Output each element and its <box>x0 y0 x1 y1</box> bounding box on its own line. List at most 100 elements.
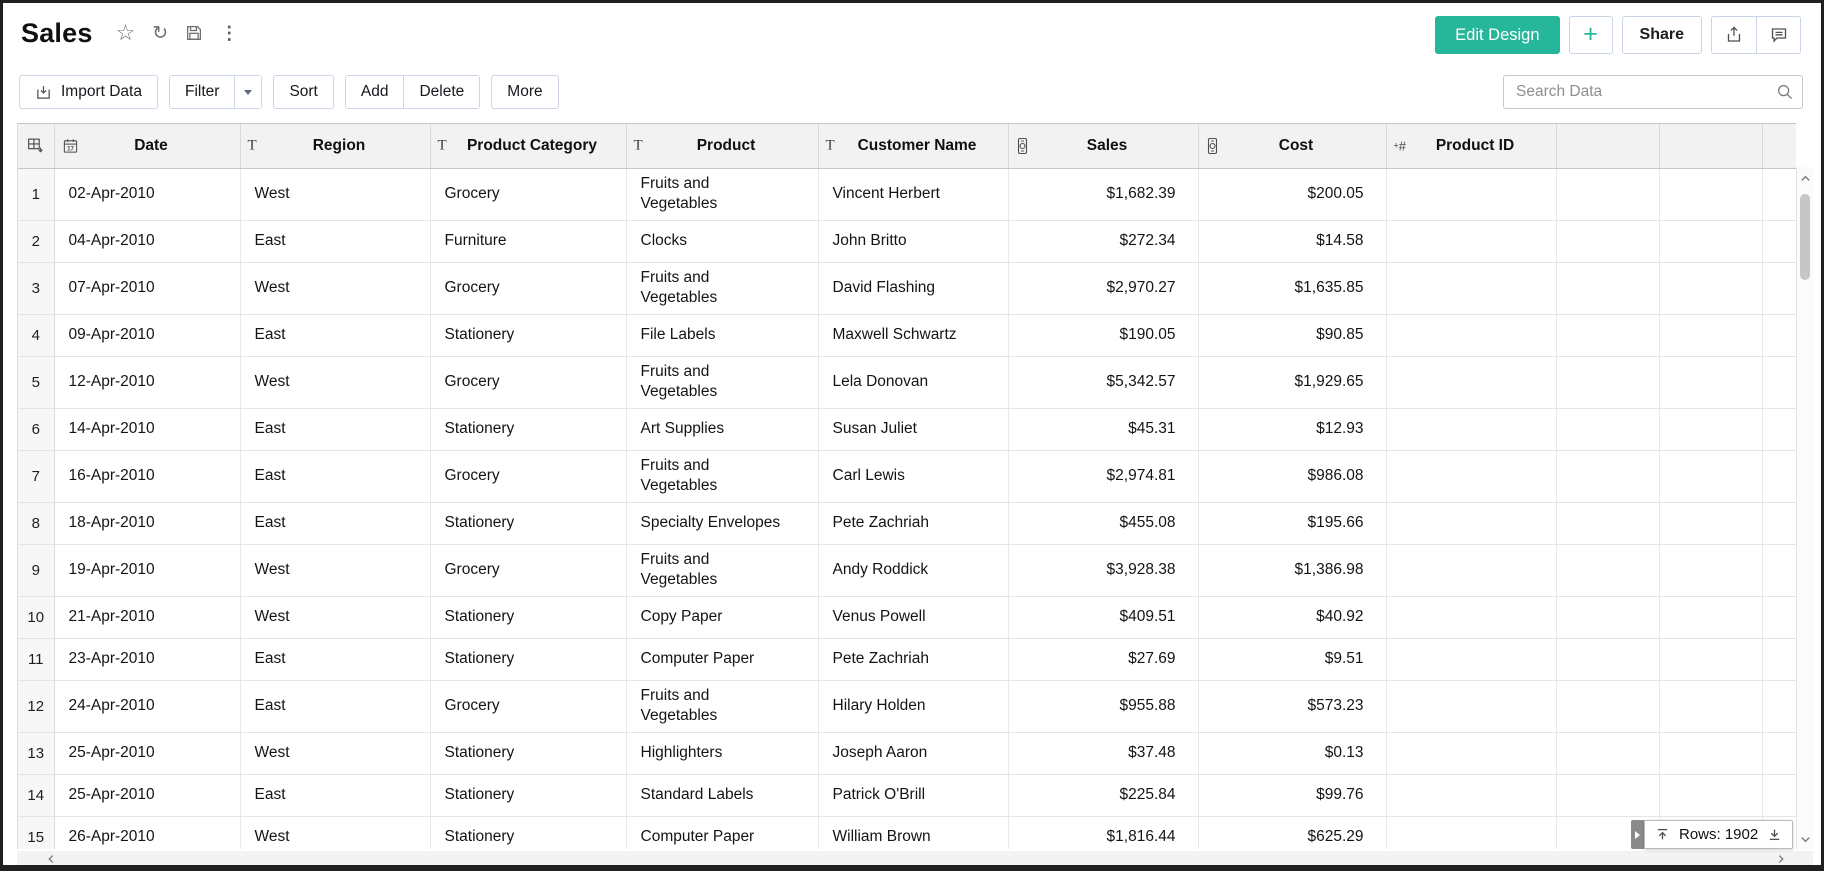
scroll-down-icon[interactable] <box>1799 833 1812 846</box>
add-button[interactable]: Add <box>345 76 404 108</box>
row-number-cell[interactable]: 13 <box>18 732 55 775</box>
row-number-cell[interactable]: 2 <box>18 220 55 263</box>
cell-customer-name[interactable]: Andy Roddick <box>818 544 1009 597</box>
cell-sales[interactable]: $455.08 <box>1008 502 1199 545</box>
cell-date[interactable]: 25-Apr-2010 <box>54 774 241 817</box>
row-number-cell[interactable]: 11 <box>18 638 55 681</box>
cell-customer-name[interactable]: Maxwell Schwartz <box>818 314 1009 357</box>
column-header-region[interactable]: T Region <box>240 124 431 169</box>
save-icon[interactable] <box>185 24 203 42</box>
cell-cost[interactable]: $1,635.85 <box>1198 262 1387 315</box>
column-header-sales[interactable]: Sales <box>1008 124 1199 169</box>
cell-cost[interactable]: $14.58 <box>1198 220 1387 263</box>
cell-date[interactable]: 14-Apr-2010 <box>54 408 241 451</box>
cell-product-category[interactable]: Grocery <box>430 262 627 315</box>
cell-customer-name[interactable]: Lela Donovan <box>818 356 1009 409</box>
cell-product-category[interactable]: Furniture <box>430 220 627 263</box>
cell-product-category[interactable]: Grocery <box>430 680 627 733</box>
cell-sales[interactable]: $27.69 <box>1008 638 1199 681</box>
row-number-cell[interactable]: 12 <box>18 680 55 733</box>
cell-sales[interactable]: $3,928.38 <box>1008 544 1199 597</box>
cell-sales[interactable]: $272.34 <box>1008 220 1199 263</box>
cell-product-id[interactable] <box>1386 502 1557 545</box>
more-button[interactable]: More <box>491 75 559 109</box>
cell-customer-name[interactable]: William Brown <box>818 816 1009 849</box>
jump-to-last-row-button[interactable] <box>1767 827 1782 842</box>
cell-date[interactable]: 16-Apr-2010 <box>54 450 241 503</box>
row-number-cell[interactable]: 1 <box>18 168 55 221</box>
scroll-left-icon[interactable] <box>45 853 57 865</box>
cell-cost[interactable]: $625.29 <box>1198 816 1387 849</box>
cell-product-id[interactable] <box>1386 596 1557 639</box>
cell-customer-name[interactable]: Hilary Holden <box>818 680 1009 733</box>
cell-region[interactable]: West <box>240 732 431 775</box>
cell-product-id[interactable] <box>1386 408 1557 451</box>
column-header-date[interactable]: 17 Date <box>54 124 241 169</box>
cell-product-id[interactable] <box>1386 220 1557 263</box>
cell-date[interactable]: 04-Apr-2010 <box>54 220 241 263</box>
cell-sales[interactable]: $2,970.27 <box>1008 262 1199 315</box>
cell-sales[interactable]: $5,342.57 <box>1008 356 1199 409</box>
cell-sales[interactable]: $225.84 <box>1008 774 1199 817</box>
cell-customer-name[interactable]: Pete Zachriah <box>818 638 1009 681</box>
cell-sales[interactable]: $409.51 <box>1008 596 1199 639</box>
delete-button[interactable]: Delete <box>403 76 480 108</box>
edit-design-button[interactable]: Edit Design <box>1435 16 1560 54</box>
row-number-cell[interactable]: 9 <box>18 544 55 597</box>
row-number-cell[interactable]: 6 <box>18 408 55 451</box>
cell-product-category[interactable]: Stationery <box>430 502 627 545</box>
cell-product[interactable]: Fruits and Vegetables <box>626 262 819 315</box>
cell-product-category[interactable]: Grocery <box>430 356 627 409</box>
collapse-handle[interactable] <box>1631 820 1644 849</box>
cell-sales[interactable]: $45.31 <box>1008 408 1199 451</box>
cell-cost[interactable]: $1,386.98 <box>1198 544 1387 597</box>
row-number-cell[interactable]: 5 <box>18 356 55 409</box>
cell-customer-name[interactable]: Susan Juliet <box>818 408 1009 451</box>
cell-date[interactable]: 26-Apr-2010 <box>54 816 241 849</box>
favorite-star-icon[interactable]: ☆ <box>115 20 136 45</box>
cell-cost[interactable]: $573.23 <box>1198 680 1387 733</box>
cell-date[interactable]: 09-Apr-2010 <box>54 314 241 357</box>
export-button[interactable] <box>1712 17 1756 53</box>
cell-product[interactable]: Computer Paper <box>626 638 819 681</box>
cell-region[interactable]: East <box>240 220 431 263</box>
cell-sales[interactable]: $37.48 <box>1008 732 1199 775</box>
cell-sales[interactable]: $1,682.39 <box>1008 168 1199 221</box>
cell-product[interactable]: Standard Labels <box>626 774 819 817</box>
cell-product[interactable]: Fruits and Vegetables <box>626 168 819 221</box>
cell-product[interactable]: Fruits and Vegetables <box>626 356 819 409</box>
cell-date[interactable]: 02-Apr-2010 <box>54 168 241 221</box>
cell-product-category[interactable]: Stationery <box>430 314 627 357</box>
cell-product-id[interactable] <box>1386 356 1557 409</box>
cell-customer-name[interactable]: Pete Zachriah <box>818 502 1009 545</box>
cell-cost[interactable]: $99.76 <box>1198 774 1387 817</box>
column-header-cost[interactable]: Cost <box>1198 124 1387 169</box>
cell-date[interactable]: 24-Apr-2010 <box>54 680 241 733</box>
cell-region[interactable]: East <box>240 408 431 451</box>
cell-customer-name[interactable]: John Britto <box>818 220 1009 263</box>
cell-region[interactable]: East <box>240 450 431 503</box>
row-number-cell[interactable]: 7 <box>18 450 55 503</box>
row-number-cell[interactable]: 14 <box>18 774 55 817</box>
cell-cost[interactable]: $9.51 <box>1198 638 1387 681</box>
vertical-scroll-thumb[interactable] <box>1800 194 1810 280</box>
cell-product-id[interactable] <box>1386 680 1557 733</box>
cell-region[interactable]: West <box>240 596 431 639</box>
cell-sales[interactable]: $955.88 <box>1008 680 1199 733</box>
cell-date[interactable]: 21-Apr-2010 <box>54 596 241 639</box>
horizontal-scrollbar[interactable] <box>17 851 1813 865</box>
cell-product-id[interactable] <box>1386 262 1557 315</box>
search-input[interactable] <box>1503 75 1803 109</box>
cell-cost[interactable]: $1,929.65 <box>1198 356 1387 409</box>
cell-date[interactable]: 12-Apr-2010 <box>54 356 241 409</box>
import-data-button[interactable]: Import Data <box>19 75 158 109</box>
cell-customer-name[interactable]: Venus Powell <box>818 596 1009 639</box>
cell-product-id[interactable] <box>1386 816 1557 849</box>
cell-product-id[interactable] <box>1386 544 1557 597</box>
cell-product[interactable]: Fruits and Vegetables <box>626 544 819 597</box>
cell-product-id[interactable] <box>1386 774 1557 817</box>
column-header-product-id[interactable]: + # Product ID <box>1386 124 1557 169</box>
cell-product-id[interactable] <box>1386 638 1557 681</box>
sort-button[interactable]: Sort <box>273 75 334 109</box>
scroll-right-icon[interactable] <box>1775 853 1787 865</box>
